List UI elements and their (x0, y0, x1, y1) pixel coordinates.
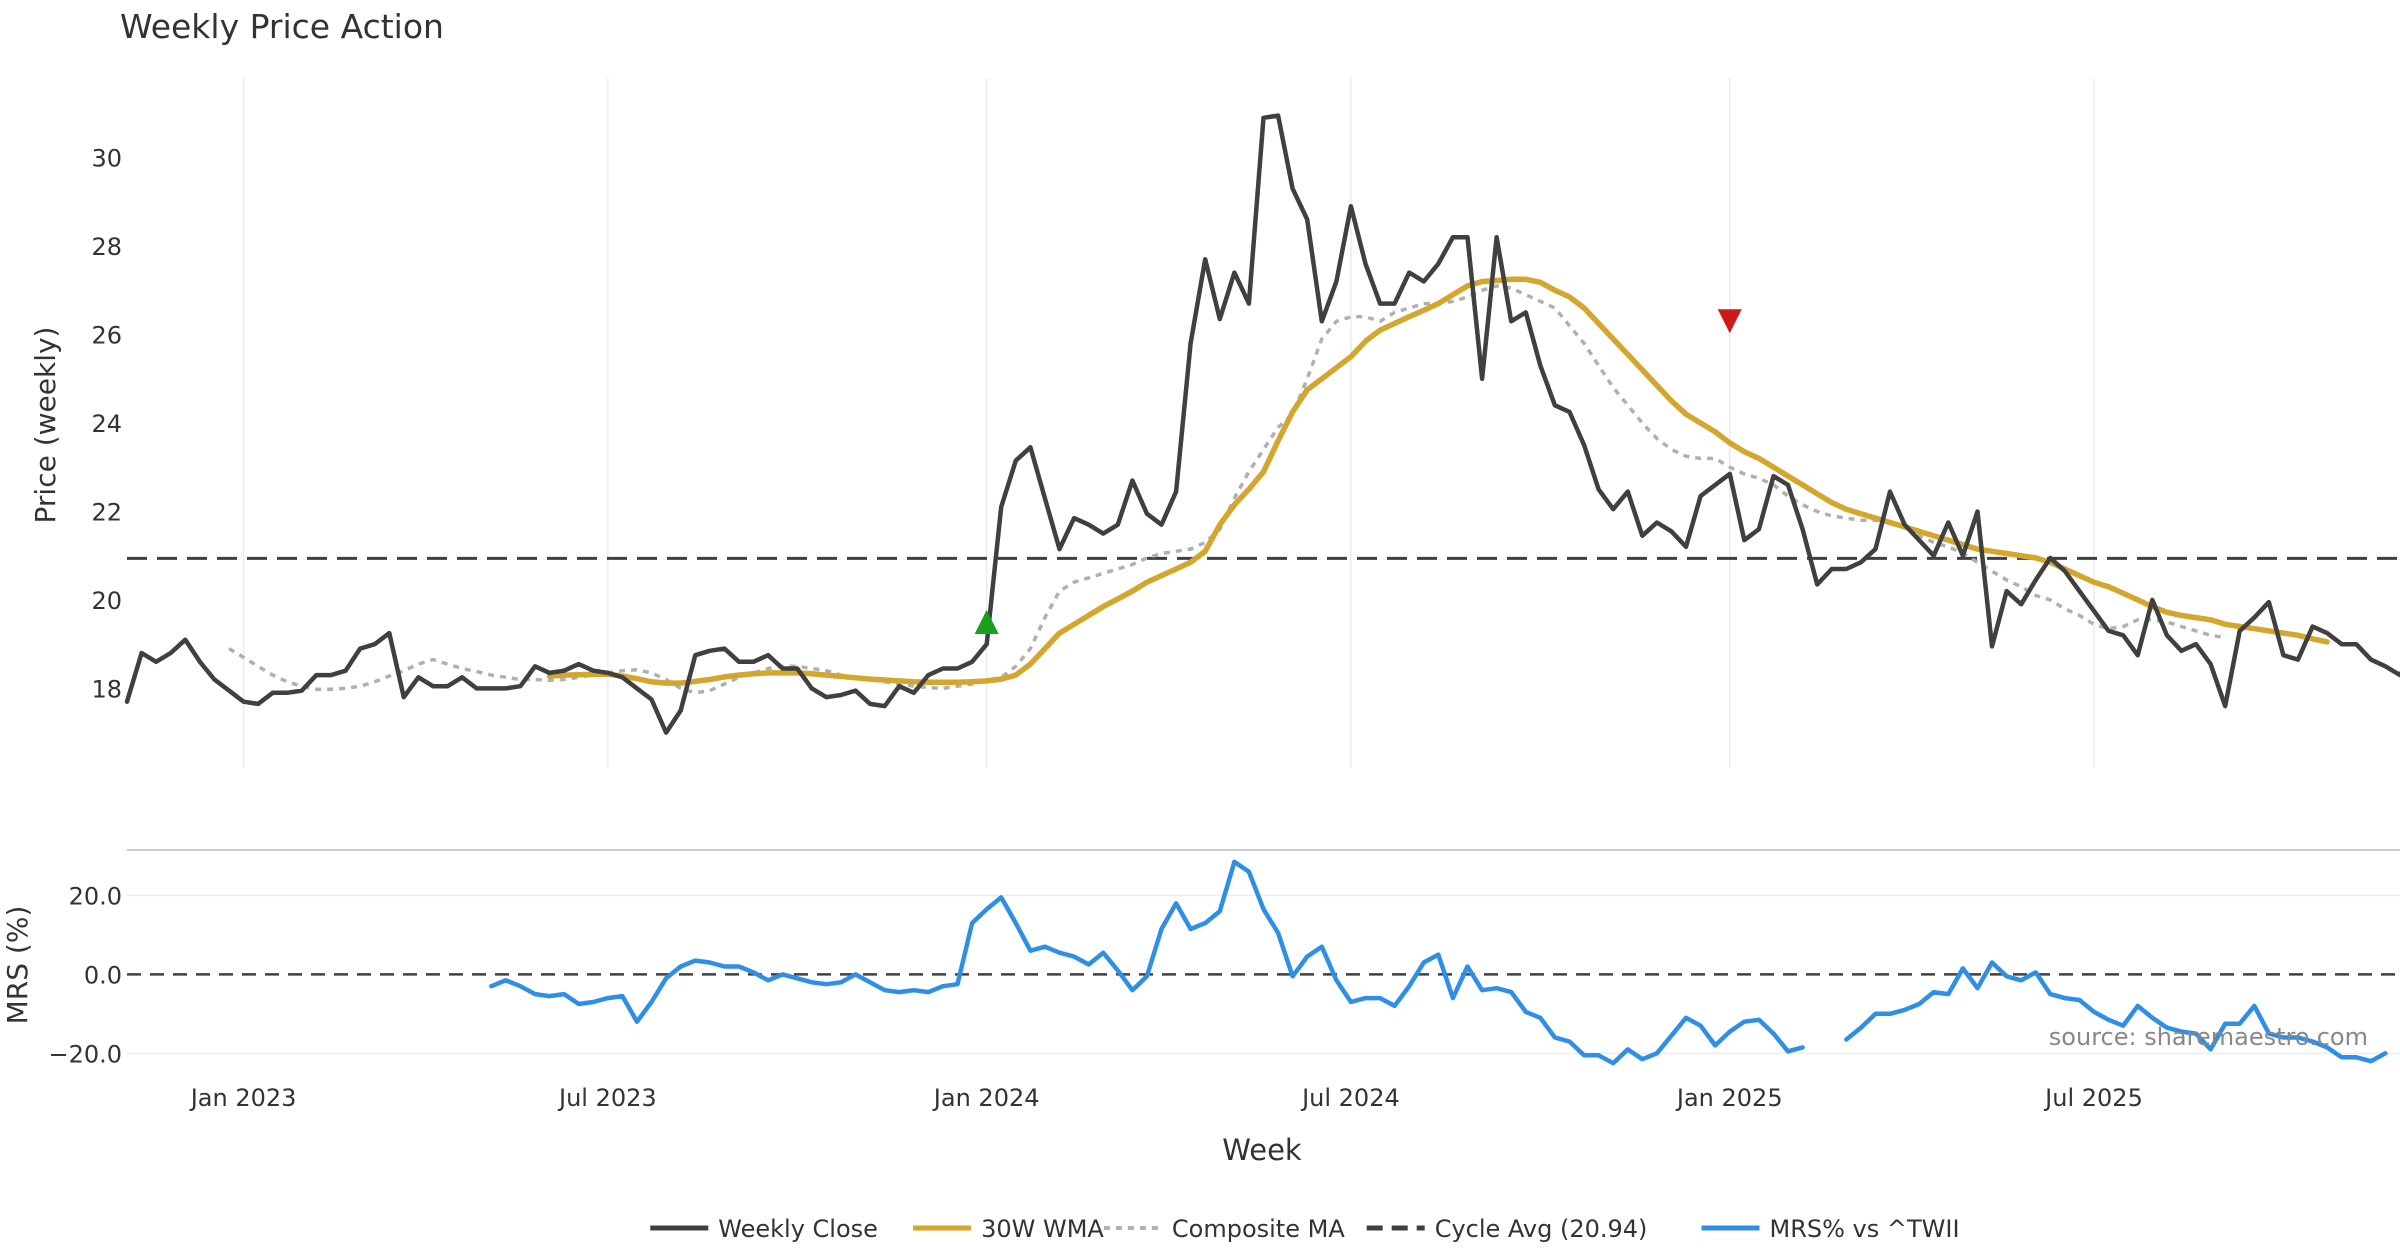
price-y-tick-label: 20 (91, 587, 122, 615)
price-y-tick-label: 24 (91, 410, 122, 438)
mrs-y-tick-label: −20.0 (48, 1040, 122, 1068)
mrs-y-tick-label: 0.0 (84, 961, 122, 989)
x-tick-label: Jul 2024 (1300, 1084, 1400, 1112)
x-tick-label: Jan 2023 (189, 1084, 297, 1112)
legend-label: Weekly Close (718, 1215, 878, 1243)
weekly-close-line (124, 113, 2400, 735)
price-y-tick-label: 26 (91, 322, 122, 350)
legend-label: MRS% vs ^TWII (1770, 1215, 1960, 1243)
chart-title: Weekly Price Action (120, 7, 444, 46)
price-y-axis-label: Price (weekly) (29, 327, 62, 524)
legend-label: Composite MA (1172, 1215, 1345, 1243)
legend: Weekly Close 30W WMA Composite MA Cycle Avg… (650, 1215, 1960, 1243)
legend-label: Cycle Avg (20.94) (1435, 1215, 1648, 1243)
30w-wma-line (546, 276, 2330, 686)
legend-label: 30W WMA (981, 1215, 1104, 1243)
x-tick-label: Jul 2023 (557, 1084, 657, 1112)
mrs-y-axis-label: MRS (%) (1, 906, 34, 1025)
mrs-y-tick-label: 20.0 (69, 882, 122, 910)
source-annotation: source: sharemaestro.com (2049, 1023, 2368, 1051)
price-y-tick-label: 18 (91, 675, 122, 703)
price-y-tick-label: 28 (91, 233, 122, 261)
buy-signal-marker (974, 610, 999, 635)
price-y-tick-label: 22 (91, 498, 122, 526)
x-tick-label: Jan 2025 (1675, 1084, 1783, 1112)
x-tick-label: Jan 2024 (932, 1084, 1040, 1112)
x-axis-label: Week (1222, 1133, 1302, 1167)
sell-signal-marker (1717, 309, 1742, 334)
composite-ma-line (228, 284, 2226, 695)
mrs-line (489, 859, 2388, 1066)
price-y-tick-label: 30 (91, 145, 122, 173)
x-tick-label: Jul 2025 (2043, 1084, 2143, 1112)
